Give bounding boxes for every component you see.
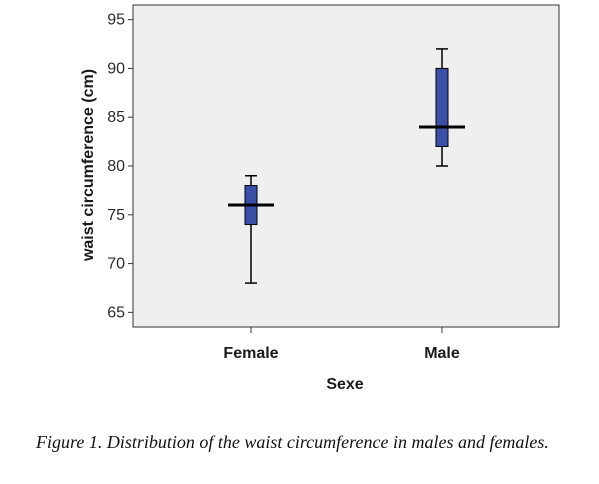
x-tick-label: Female <box>223 345 278 362</box>
boxplot-chart: 65 70 75 80 85 90 95 Female Male Sexe waist cir… <box>80 4 560 393</box>
box-female <box>228 175 274 284</box>
y-tick-label: 65 <box>107 304 125 321</box>
y-tick-label: 80 <box>107 158 125 175</box>
y-tick-label: 85 <box>107 109 125 126</box>
y-tick-label: 95 <box>107 12 125 29</box>
x-axis: Female Male <box>223 327 460 362</box>
y-tick-label: 75 <box>107 207 125 224</box>
y-tick-label: 70 <box>107 256 125 273</box>
box-male <box>419 48 465 167</box>
figure-caption: Figure 1. Distribution of the waist circ… <box>36 432 549 452</box>
x-tick-label: Male <box>424 345 460 362</box>
y-axis-title: waist circumference (cm) <box>80 69 97 262</box>
x-axis-title: Sexe <box>326 376 363 393</box>
y-axis: 65 70 75 80 85 90 95 <box>107 12 133 321</box>
iqr-box <box>435 67 449 147</box>
plot-area <box>132 4 560 328</box>
y-tick-label: 90 <box>107 60 125 77</box>
boxes <box>228 48 465 284</box>
